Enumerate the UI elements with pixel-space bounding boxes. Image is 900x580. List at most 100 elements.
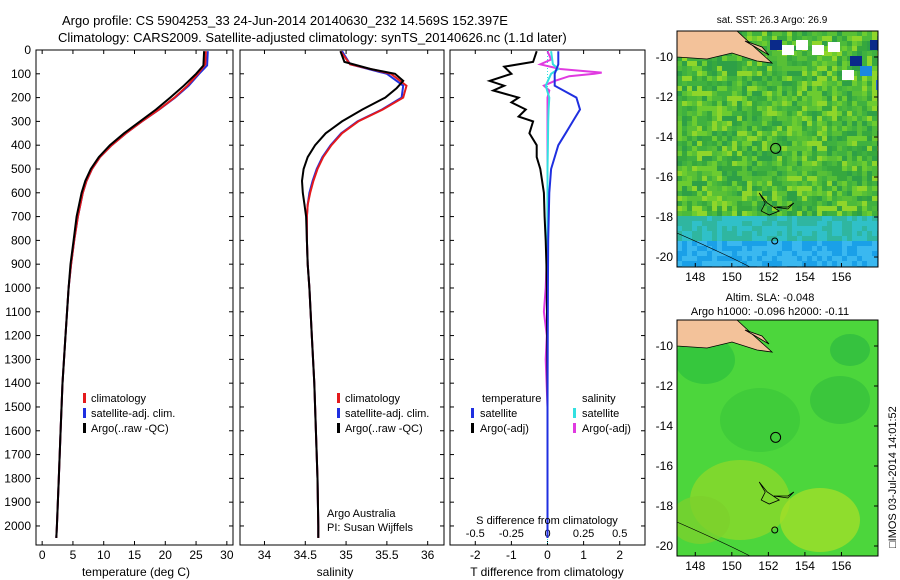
sst-cell bbox=[727, 236, 732, 241]
sst-cell bbox=[827, 241, 832, 246]
sst-cell bbox=[812, 141, 817, 146]
y-tick-label: -16 bbox=[656, 459, 674, 473]
sst-cell bbox=[727, 201, 732, 206]
sst-cell bbox=[752, 216, 757, 221]
sst-cell bbox=[862, 31, 867, 36]
sst-cell bbox=[752, 126, 757, 131]
sst-cell bbox=[697, 181, 702, 186]
sst-cell bbox=[687, 111, 692, 116]
sst-cell bbox=[782, 251, 787, 256]
sst-cell bbox=[792, 186, 797, 191]
sst-cell bbox=[692, 191, 697, 196]
x-tick-label: 148 bbox=[685, 559, 705, 573]
sst-cell bbox=[712, 236, 717, 241]
sst-cell bbox=[842, 126, 847, 131]
sst-cell bbox=[692, 86, 697, 91]
sla-map-frame bbox=[676, 319, 879, 557]
sst-cell bbox=[717, 181, 722, 186]
sst-cell bbox=[747, 161, 752, 166]
sst-cell bbox=[842, 51, 847, 56]
sla-map-title: Altim. SLA: -0.048 bbox=[726, 292, 815, 304]
sst-cell bbox=[817, 41, 822, 46]
sst-cell bbox=[767, 111, 772, 116]
difference-legend: temperature satellite Argo(-adj) salinit… bbox=[471, 393, 631, 435]
sst-cell bbox=[742, 121, 747, 126]
sst-cell bbox=[837, 181, 842, 186]
sst-cell bbox=[827, 201, 832, 206]
sst-cell bbox=[687, 131, 692, 136]
sst-cell bbox=[737, 166, 742, 171]
sst-cell bbox=[827, 126, 832, 131]
sst-cell bbox=[697, 106, 702, 111]
sst-cell bbox=[807, 261, 812, 266]
sst-cell bbox=[757, 156, 762, 161]
sst-cell bbox=[737, 91, 742, 96]
sst-cell bbox=[677, 236, 682, 241]
sst-cell bbox=[722, 236, 727, 241]
sst-cell bbox=[742, 176, 747, 181]
sst-cell bbox=[742, 221, 747, 226]
sst-cell bbox=[772, 161, 777, 166]
sst-cell bbox=[747, 126, 752, 131]
sst-cell bbox=[802, 101, 807, 106]
sst-cell bbox=[827, 111, 832, 116]
sst-cell bbox=[842, 201, 847, 206]
sst-cell bbox=[857, 181, 862, 186]
sst-cell bbox=[762, 126, 767, 131]
sst-cell bbox=[867, 251, 872, 256]
sst-cell bbox=[737, 246, 742, 251]
sst-cell bbox=[792, 201, 797, 206]
sst-cell bbox=[762, 226, 767, 231]
sst-cell bbox=[732, 111, 737, 116]
sst-cell bbox=[717, 81, 722, 86]
sst-cell bbox=[832, 201, 837, 206]
sst-cell bbox=[767, 126, 772, 131]
sst-cell bbox=[837, 126, 842, 131]
sst-cell bbox=[822, 31, 827, 36]
sst-cell bbox=[747, 176, 752, 181]
sst-cell bbox=[747, 191, 752, 196]
sst-cell bbox=[842, 181, 847, 186]
legend-t-argo: Argo(-adj) bbox=[480, 423, 529, 435]
sst-cell bbox=[727, 256, 732, 261]
sst-cell bbox=[847, 191, 852, 196]
sst-cell bbox=[767, 251, 772, 256]
sst-cell bbox=[787, 141, 792, 146]
sst-cell bbox=[772, 191, 777, 196]
sst-cell bbox=[772, 156, 777, 161]
sst-cell bbox=[782, 256, 787, 261]
sst-cell bbox=[682, 151, 687, 156]
sst-cell bbox=[832, 156, 837, 161]
sst-cell bbox=[757, 221, 762, 226]
sst-cell bbox=[837, 191, 842, 196]
sst-cell bbox=[837, 171, 842, 176]
sst-cell bbox=[732, 166, 737, 171]
sst-cell bbox=[727, 106, 732, 111]
sst-cell bbox=[752, 66, 757, 71]
sst-cell bbox=[862, 146, 867, 151]
sst-cell bbox=[702, 211, 707, 216]
sst-cell bbox=[732, 251, 737, 256]
sst-cell bbox=[767, 66, 772, 71]
sst-cell bbox=[712, 136, 717, 141]
sst-cell bbox=[722, 91, 727, 96]
sst-cell bbox=[832, 236, 837, 241]
sst-cell bbox=[777, 246, 782, 251]
sst-cell bbox=[702, 221, 707, 226]
sst-cell bbox=[687, 226, 692, 231]
sst-cell bbox=[772, 126, 777, 131]
sst-cell bbox=[802, 251, 807, 256]
sst-cell bbox=[707, 146, 712, 151]
y-tick-label: 0 bbox=[24, 43, 31, 57]
sst-cell bbox=[867, 211, 872, 216]
sst-cell bbox=[752, 231, 757, 236]
sst-cell bbox=[762, 51, 767, 56]
sst-cell bbox=[817, 161, 822, 166]
sst-cell bbox=[752, 136, 757, 141]
sst-cell bbox=[852, 166, 857, 171]
sst-cell bbox=[762, 111, 767, 116]
sst-cell bbox=[722, 246, 727, 251]
sst-cell bbox=[862, 211, 867, 216]
sst-cell bbox=[692, 201, 697, 206]
legend-climatology: climatology bbox=[345, 393, 401, 405]
